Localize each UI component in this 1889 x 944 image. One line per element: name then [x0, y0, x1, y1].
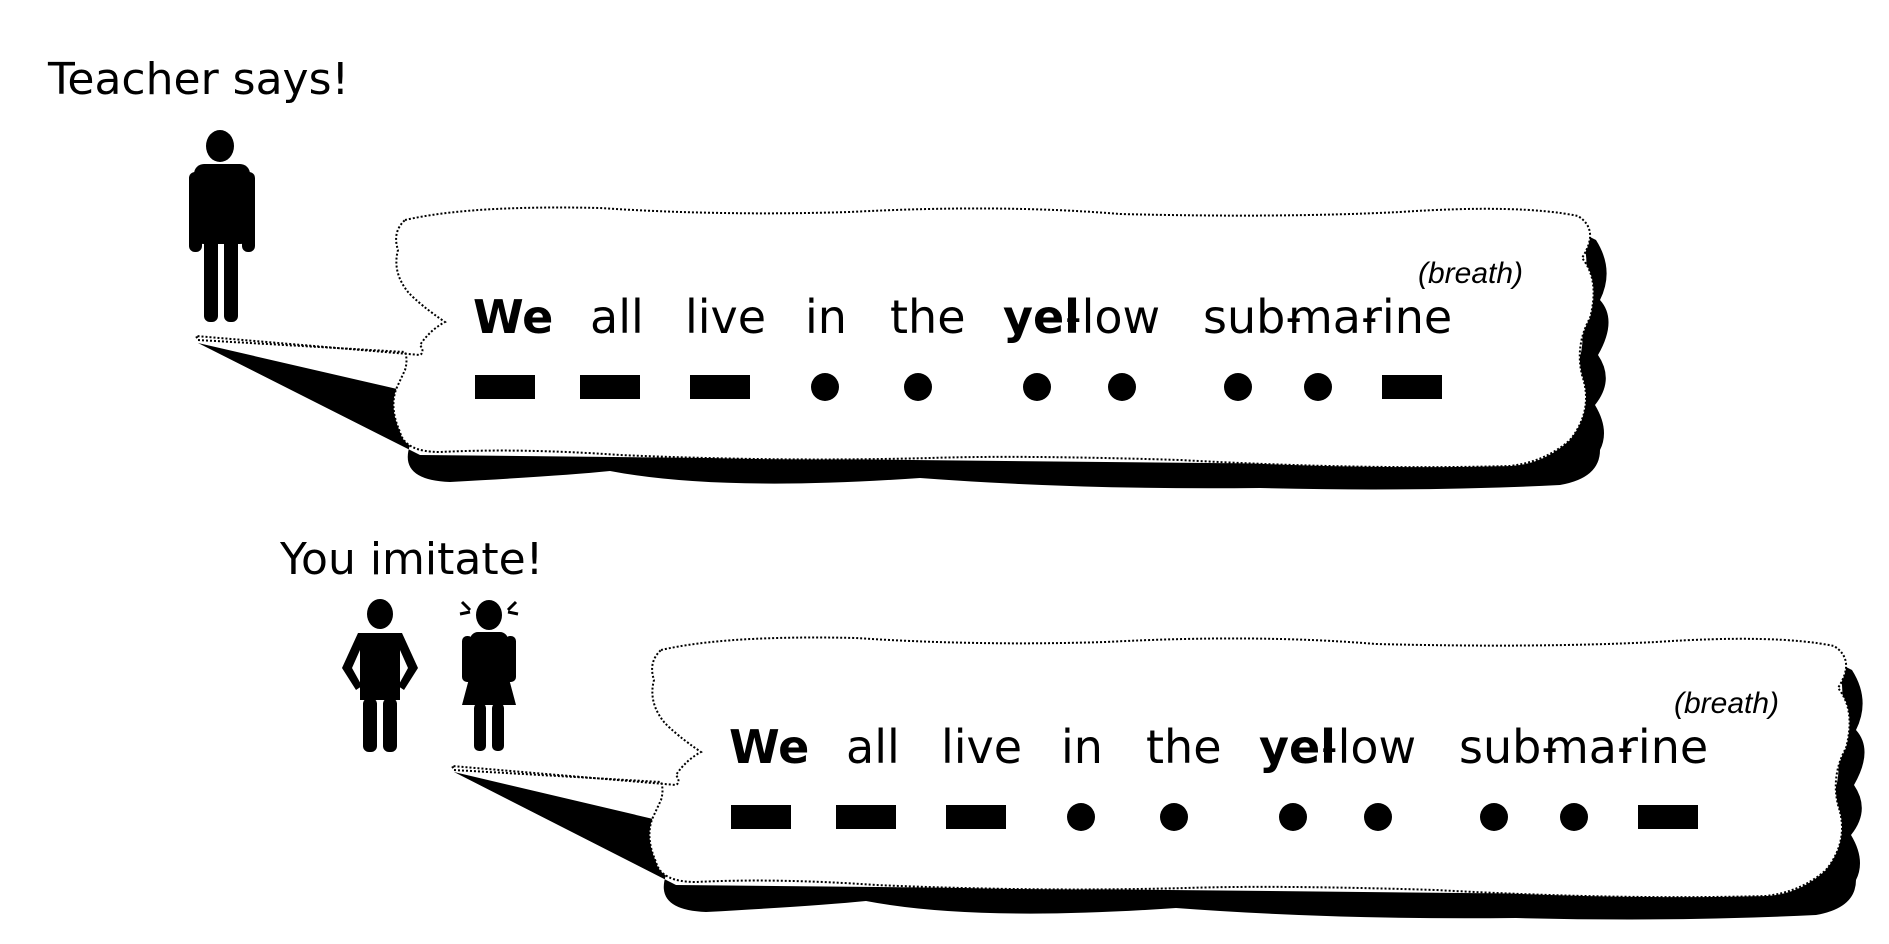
student-caption: You imitate!	[279, 534, 543, 585]
student-syllable-yel: yel	[1259, 720, 1336, 774]
student-mark-dot-3	[1067, 803, 1095, 831]
student-syllable-ma: ma-	[1544, 720, 1634, 774]
student-mark-dot-7	[1480, 803, 1508, 831]
teacher-mark-dot-7	[1224, 373, 1252, 401]
teacher-caption: Teacher says!	[47, 54, 349, 105]
student-mark-dot-5	[1279, 803, 1307, 831]
teacher-mark-dot-5	[1023, 373, 1051, 401]
teacher-mark-dot-8	[1304, 373, 1332, 401]
teacher-mark-dot-4	[904, 373, 932, 401]
teacher-syllable-rine: rine	[1363, 290, 1452, 344]
student-mark-dash-2	[946, 805, 1006, 829]
student-lyrics: We all live in the yel -low sub- ma- rin…	[729, 720, 1708, 774]
teacher-syllable-the: the	[890, 290, 966, 344]
teacher-syllable-live: live	[685, 290, 766, 344]
student-mark-dot-4	[1160, 803, 1188, 831]
student-mark-dash-1	[836, 805, 896, 829]
student-syllable-in: in	[1061, 720, 1103, 774]
student-mark-dash-9	[1638, 805, 1698, 829]
girl-figure-icon	[459, 600, 519, 751]
student-mark-dot-8	[1560, 803, 1588, 831]
teacher-mark-dash-2	[690, 375, 750, 399]
student-mark-dash-0	[731, 805, 791, 829]
student-syllable-we: We	[729, 720, 809, 774]
student-syllable-the: the	[1146, 720, 1222, 774]
teacher-speech-bubble	[194, 206, 1609, 490]
teacher-mark-dot-3	[811, 373, 839, 401]
teacher-figure-icon	[189, 130, 255, 322]
student-syllable-all: all	[846, 720, 900, 774]
student-syllable-live: live	[941, 720, 1022, 774]
student-breath-label: (breath)	[1674, 687, 1779, 720]
teacher-syllable-sub: sub-	[1203, 290, 1302, 344]
student-syllable-low: -low	[1321, 720, 1416, 774]
teacher-mark-dash-1	[580, 375, 640, 399]
teacher-lyrics: We all live in the yel -low sub- ma- rin…	[473, 290, 1452, 344]
teacher-breath-label: (breath)	[1418, 257, 1523, 290]
student-syllable-sub: sub-	[1459, 720, 1558, 774]
teacher-mark-dash-9	[1382, 375, 1442, 399]
teacher-mark-dash-0	[475, 375, 535, 399]
teacher-syllable-we: We	[473, 290, 553, 344]
student-speech-bubble	[450, 636, 1865, 920]
teacher-syllable-yel: yel	[1003, 290, 1080, 344]
student-rhythm-marks	[731, 803, 1698, 831]
teacher-syllable-low: -low	[1065, 290, 1160, 344]
boy-figure-icon	[342, 599, 418, 752]
student-syllable-rine: rine	[1619, 720, 1708, 774]
teacher-syllable-ma: ma-	[1288, 290, 1378, 344]
teacher-mark-dot-6	[1108, 373, 1136, 401]
teacher-rhythm-marks	[475, 373, 1442, 401]
student-mark-dot-6	[1364, 803, 1392, 831]
teacher-syllable-all: all	[590, 290, 644, 344]
teacher-syllable-in: in	[805, 290, 847, 344]
